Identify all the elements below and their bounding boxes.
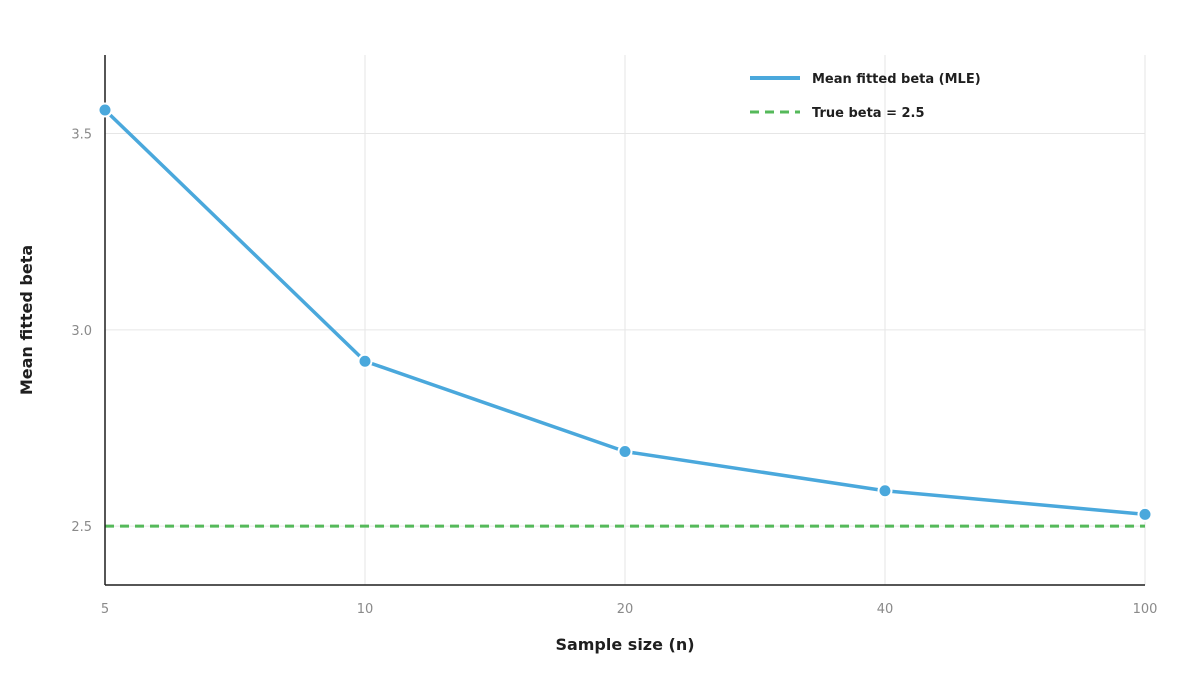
x-axis-title: Sample size (n): [555, 635, 694, 654]
data-point-n-20: [617, 444, 633, 460]
grid: [104, 55, 1146, 585]
x-tick-label: 40: [877, 602, 894, 617]
x-tick-label: 20: [617, 602, 634, 617]
data-point-n-40: [877, 483, 893, 499]
x-tick-label: 100: [1133, 602, 1158, 617]
data-point-n-100: [1137, 506, 1153, 522]
x-tick-label: 10: [357, 602, 374, 617]
y-tick-label: 2.5: [71, 520, 92, 535]
tick-labels: 5 10 20 40 100 2.5 3.0 3.5: [71, 128, 1157, 617]
x-tick-label: 5: [101, 602, 109, 617]
data-point-n-5: [97, 102, 113, 118]
y-axis-title: Mean fitted beta: [17, 245, 36, 395]
legend: Mean fitted beta (MLE) True beta = 2.5: [750, 72, 981, 121]
y-tick-label: 3.5: [71, 128, 92, 143]
y-tick-label: 3.0: [71, 324, 92, 339]
legend-label-mle: Mean fitted beta (MLE): [812, 72, 981, 87]
data-point-n-10: [357, 353, 373, 369]
legend-label-true-beta: True beta = 2.5: [812, 106, 925, 121]
series-markers: [97, 102, 1153, 522]
axes: [104, 55, 1145, 586]
